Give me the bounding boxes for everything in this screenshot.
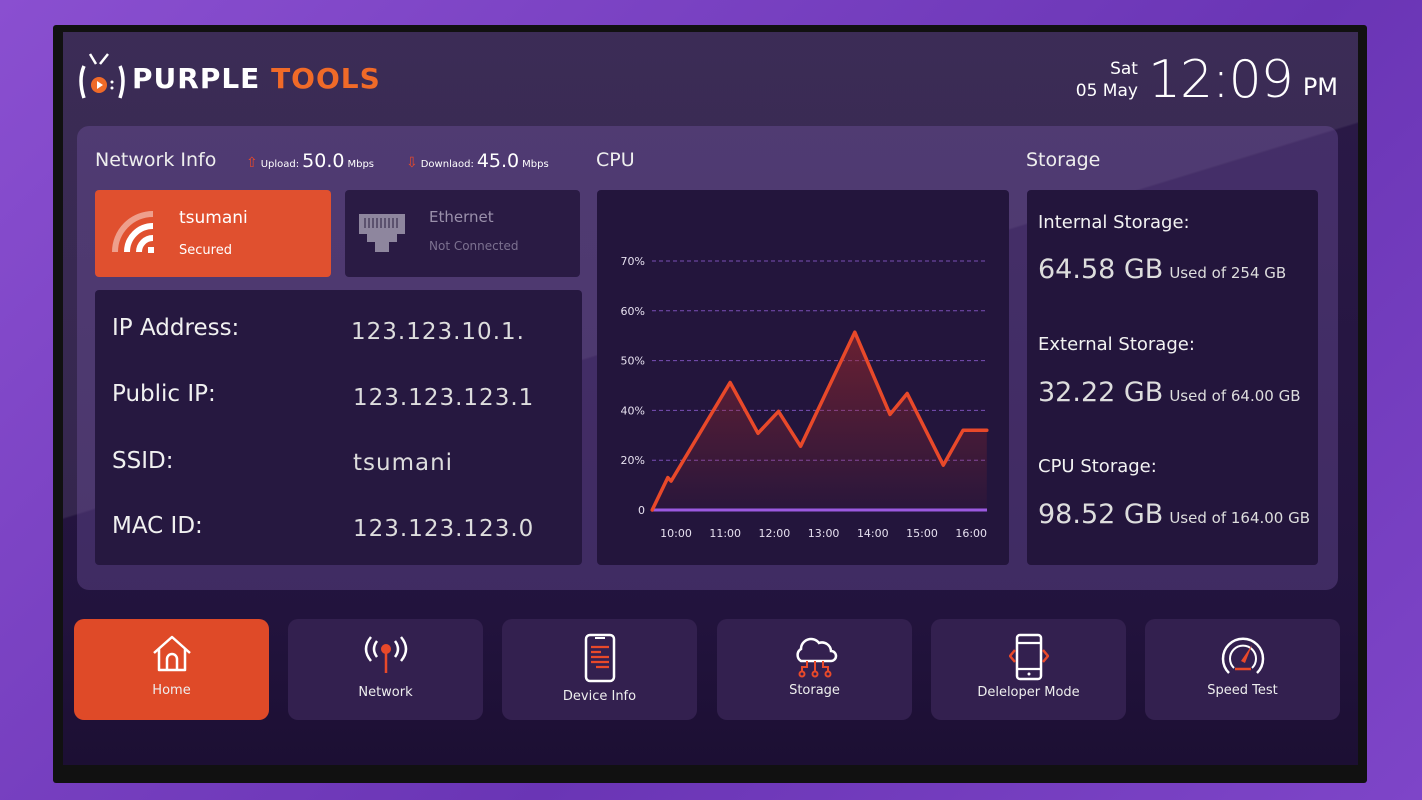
date: 05 May <box>1075 81 1138 101</box>
x-tick-label: 12:00 <box>759 527 791 540</box>
upload-value: 50.0 <box>302 150 345 172</box>
y-tick-label: 20% <box>621 454 645 467</box>
antenna-icon <box>364 636 407 673</box>
download-label: Downlaod: <box>420 159 474 170</box>
internal-storage-value: 64.58 GB Used of 254 GB <box>1038 254 1287 285</box>
x-tick-label: 14:00 <box>857 527 889 540</box>
ip-address-label: IP Address: <box>112 315 240 341</box>
storage-card: Internal Storage: 64.58 GB Used of 254 GB… <box>1027 190 1318 565</box>
x-tick-label: 13:00 <box>808 527 840 540</box>
nav-speed-test-label: Speed Test <box>1207 683 1278 698</box>
public-ip-label: Public IP: <box>112 381 216 407</box>
phone-info-icon <box>584 633 615 683</box>
cpu-storage-value: 98.52 GB Used of 164.00 GB <box>1038 499 1311 530</box>
external-storage-value: 32.22 GB Used of 64.00 GB <box>1038 377 1301 408</box>
download-unit: Mbps <box>522 159 549 170</box>
x-tick-label: 15:00 <box>906 527 938 540</box>
nav-storage-label: Storage <box>789 683 840 698</box>
nav-developer-mode-label: Deleloper Mode <box>977 685 1080 700</box>
y-tick-label: 40% <box>621 404 645 417</box>
wifi-icon <box>112 211 154 253</box>
network-info-title: Network Info <box>95 149 217 171</box>
mac-id-label: MAC ID: <box>112 513 203 539</box>
nav-network[interactable]: Network <box>288 619 483 720</box>
nav-device-info[interactable]: Device Info <box>502 619 697 720</box>
storage-title: Storage <box>1026 149 1101 171</box>
home-icon <box>152 635 191 672</box>
mac-id-value: 123.123.123.0 <box>353 516 535 542</box>
ethernet-card[interactable]: Ethernet Not Connected <box>345 190 580 277</box>
download-value: 45.0 <box>476 150 520 172</box>
nav-speed-test[interactable]: Speed Test <box>1145 619 1340 720</box>
ethernet-status: Not Connected <box>429 239 519 253</box>
clock: Sat 05 May 12:09 PM <box>1076 50 1338 110</box>
y-tick-label: 0 <box>638 504 645 517</box>
nav-storage[interactable]: Storage <box>717 619 912 720</box>
wifi-name: tsumani <box>179 208 248 228</box>
cpu-title: CPU <box>596 149 635 171</box>
x-tick-label: 10:00 <box>660 527 692 540</box>
y-tick-label: 60% <box>621 305 645 318</box>
developer-phone-icon <box>1007 633 1050 681</box>
upload-speed: ⇧ Upload: 50.0 Mbps <box>246 150 374 172</box>
external-storage-label: External Storage: <box>1038 334 1195 355</box>
day: Sat <box>1110 59 1138 79</box>
cpu-chart-card: 0 20% 40% 50% 60% 70% 10:00 11:00 12:00 13:00 14:0… <box>597 190 1009 565</box>
ssid-label: SSID: <box>112 448 174 474</box>
nav-home[interactable]: Home <box>74 619 269 720</box>
screen: PURPLE TOOLS Sat 05 May 12:09 PM Network … <box>63 32 1358 765</box>
cpu-storage-label: CPU Storage: <box>1038 456 1157 477</box>
wifi-card[interactable]: tsumani Secured <box>95 190 331 277</box>
download-icon: ⇩ <box>406 155 418 171</box>
upload-icon: ⇧ <box>246 155 258 171</box>
download-speed: ⇩ Downlaod: 45.0 Mbps <box>406 150 549 172</box>
x-tick-label: 11:00 <box>709 527 741 540</box>
internal-storage-label: Internal Storage: <box>1038 212 1190 233</box>
tv-logo-icon <box>79 53 125 99</box>
ethernet-name: Ethernet <box>429 208 494 226</box>
logo: PURPLE TOOLS <box>76 52 381 104</box>
speedometer-icon <box>1221 637 1264 674</box>
cpu-chart: 0 20% 40% 50% 60% 70% 10:00 11:00 12:00 13:00 14:0… <box>621 255 989 540</box>
ip-address-value: 123.123.10.1. <box>351 319 525 345</box>
app-title: PURPLE TOOLS <box>132 61 381 95</box>
public-ip-value: 123.123.123.1 <box>353 385 535 411</box>
x-tick-label: 16:00 <box>955 527 987 540</box>
time: 12:09 <box>1147 50 1294 110</box>
y-tick-label: 50% <box>621 355 645 368</box>
nav-home-label: Home <box>152 683 191 698</box>
ssid-value: tsumani <box>353 450 454 476</box>
network-details: IP Address: 123.123.10.1. Public IP: 123… <box>95 290 582 565</box>
nav-developer-mode[interactable]: Deleloper Mode <box>931 619 1126 720</box>
cpu-area-fill <box>652 332 987 510</box>
cloud-storage-icon <box>795 637 837 678</box>
ethernet-port-icon <box>359 214 405 252</box>
upload-unit: Mbps <box>347 159 375 170</box>
nav-network-label: Network <box>358 685 413 700</box>
am-pm: PM <box>1302 73 1338 101</box>
upload-label: Upload: <box>260 159 300 170</box>
y-tick-label: 70% <box>621 255 645 268</box>
nav-device-info-label: Device Info <box>562 689 637 704</box>
wifi-status: Secured <box>179 243 232 258</box>
